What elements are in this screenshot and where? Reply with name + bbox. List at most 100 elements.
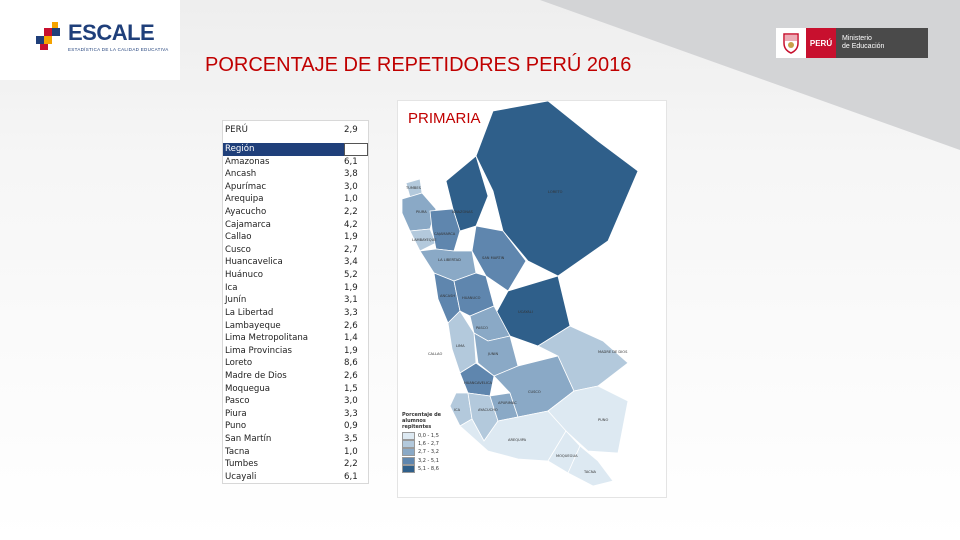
ministry-name-line2: de Educación [842, 43, 885, 50]
table-row: Apurímac 3,0 [223, 181, 368, 194]
region-name: Huánuco [225, 270, 264, 281]
table-row: Huancavelica 3,4 [223, 256, 368, 269]
table-row: Lima Metropolitana 1,4 [223, 332, 368, 345]
peru-map: LORETO TUMBES PIURA AMAZONAS LAMBAYEQUE CAJAM… [401, 101, 639, 487]
map-label-tumbes: TUMBES [405, 186, 422, 190]
region-name: Ucayali [225, 471, 257, 482]
map-label-ucayali: UCAYALI [518, 310, 533, 314]
escale-blocks-icon [36, 22, 60, 50]
region-value: 1,9 [344, 282, 358, 293]
ministry-name: Ministerio de Educación [836, 28, 928, 58]
map-label-cajamarca: CAJAMARCA [434, 232, 456, 236]
region-value: 8,6 [344, 358, 358, 369]
table-row: Junín 3,1 [223, 294, 368, 307]
region-name: La Libertad [225, 307, 274, 318]
page-title: PORCENTAJE DE REPETIDORES PERÚ 2016 [205, 54, 632, 76]
region-arequipa [459, 410, 567, 462]
table-row: Cusco 2,7 [223, 244, 368, 257]
table-row: Tumbes 2,2 [223, 458, 368, 471]
escale-logo-subtitle: ESTADÍSTICA DE LA CALIDAD EDUCATIVA [68, 47, 169, 52]
table-row: Ucayali 6,1 [223, 471, 368, 484]
legend-swatch [402, 440, 415, 449]
region-name: Madre de Dios [225, 370, 287, 381]
legend-swatch [402, 448, 415, 457]
table-row: Lima Provincias 1,9 [223, 345, 368, 358]
legend-items: 0,0 - 1,5 1,6 - 2,7 2,7 - 3,2 3,2 - 5,1 5,1 … [402, 432, 444, 473]
table-row: La Libertad 3,3 [223, 307, 368, 320]
region-name: Ancash [225, 169, 257, 180]
region-value: 2,7 [344, 244, 358, 255]
region-name: Loreto [225, 358, 253, 369]
map-label-piura: PIURA [416, 210, 427, 214]
map-label-apurimac: APURIMAC [498, 401, 517, 405]
region-name: Lambayeque [225, 320, 281, 331]
map-label-junin: JUNIN [487, 352, 498, 356]
national-label: PERÚ [225, 125, 248, 135]
map-label-cusco: CUSCO [528, 390, 541, 394]
region-value: 3,3 [344, 307, 358, 318]
region-name: Ayacucho [225, 207, 267, 218]
map-label-puno: PUNO [598, 418, 608, 422]
region-name: Callao [225, 232, 252, 243]
region-value: 2,2 [344, 459, 358, 470]
region-value: 3,8 [344, 169, 358, 180]
region-value: 3,4 [344, 257, 358, 268]
map-label-ayacucho: AYACUCHO [478, 408, 498, 412]
region-value: 1,0 [344, 446, 358, 457]
region-name: Pasco [225, 396, 250, 407]
region-huancavelica [459, 362, 495, 397]
ministry-name-line1: Ministerio [842, 35, 872, 42]
escale-logo-text: ESCALE [68, 20, 155, 45]
region-header-row: Región [223, 143, 368, 156]
table-row: Ancash 3,8 [223, 168, 368, 181]
region-value: 3,3 [344, 408, 358, 419]
ministry-peru-label: PERÚ [806, 28, 836, 58]
region-value: 1,0 [344, 194, 358, 205]
region-value: 6,1 [344, 471, 358, 482]
region-name: Tacna [225, 446, 250, 457]
region-value: 1,4 [344, 333, 358, 344]
region-name: Arequipa [225, 194, 264, 205]
region-value: 5,2 [344, 270, 358, 281]
table-row: San Martín 3,5 [223, 433, 368, 446]
map-label-ica: ICA [454, 408, 461, 412]
region-header-value-cell [344, 143, 368, 156]
region-name: Apurímac [225, 181, 267, 192]
region-value: 2,6 [344, 370, 358, 381]
region-name: Cusco [225, 244, 251, 255]
table-row: Piura 3,3 [223, 408, 368, 421]
region-value: 1,5 [344, 383, 358, 394]
region-value: 2,2 [344, 207, 358, 218]
region-value: 2,6 [344, 320, 358, 331]
region-name: Junín [225, 295, 247, 306]
map-label-ancash: ANCASH [440, 294, 455, 298]
region-name: Lima Provincias [225, 345, 292, 356]
region-name: Cajamarca [225, 219, 271, 230]
region-value: 1,9 [344, 232, 358, 243]
table-row: Amazonas 6,1 [223, 156, 368, 169]
region-header: Región [223, 143, 344, 156]
map-panel: LORETO TUMBES PIURA AMAZONAS LAMBAYEQUE CAJAM… [397, 100, 667, 498]
region-value: 6,1 [344, 156, 358, 167]
legend-label: 5,1 - 8,6 [418, 465, 439, 472]
ministry-logo: PERÚ Ministerio de Educación [776, 28, 928, 58]
region-madre-de-dios [537, 325, 629, 392]
region-value: 0,9 [344, 421, 358, 432]
region-value: 3,0 [344, 181, 358, 192]
legend-item: 5,1 - 8,6 [402, 464, 444, 473]
legend-swatch [402, 456, 415, 465]
logo-backdrop [0, 0, 180, 80]
map-label-huanuco: HUANUCO [462, 296, 481, 300]
legend-item: 3,2 - 5,1 [402, 456, 444, 465]
map-label-huancavelica: HUANCAVELICA [464, 381, 493, 385]
map-label-la-libertad: LA LIBERTAD [438, 258, 461, 262]
map-label-arequipa: AREQUIPA [508, 438, 527, 442]
escale-logo: ESCALE ESTADÍSTICA DE LA CALIDAD EDUCATI… [36, 16, 168, 60]
table-row: Lambayeque 2,6 [223, 320, 368, 333]
region-value: 3,0 [344, 396, 358, 407]
region-tacna [567, 445, 614, 487]
region-value: 3,5 [344, 434, 358, 445]
table-row: Huánuco 5,2 [223, 269, 368, 282]
map-label-pasco: PASCO [476, 326, 488, 330]
table-row: Puno 0,9 [223, 420, 368, 433]
